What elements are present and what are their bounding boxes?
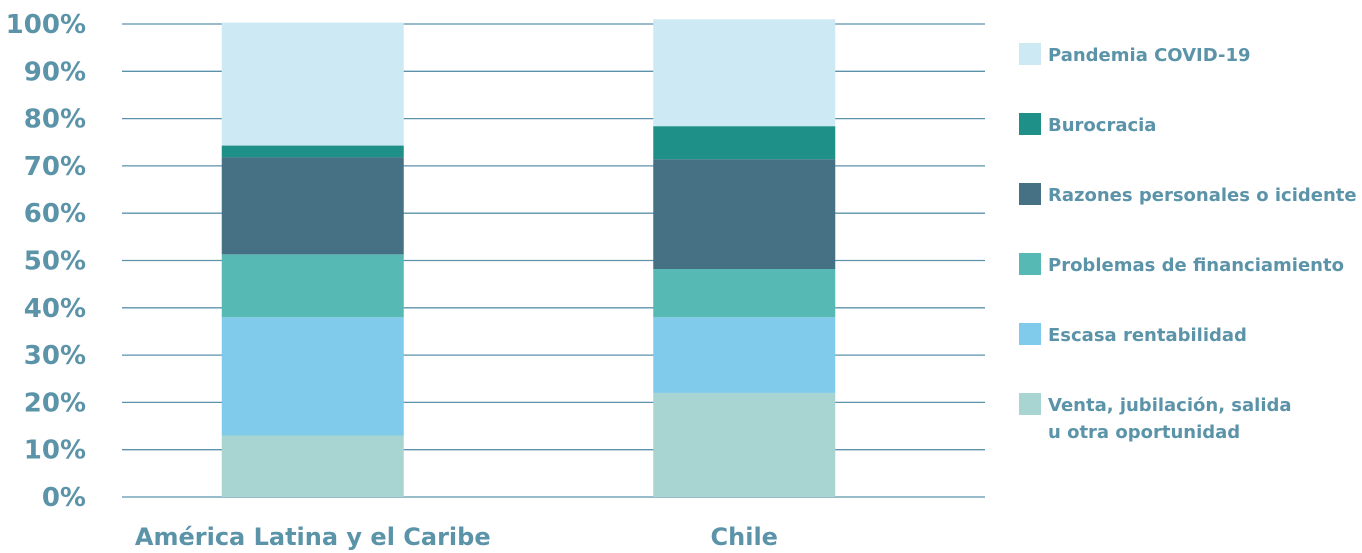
y-tick-label: 60% xyxy=(24,199,86,229)
y-tick-label: 0% xyxy=(42,483,86,513)
bar-segment xyxy=(221,254,404,318)
legend-swatch xyxy=(1019,183,1041,205)
bar-segment xyxy=(221,317,404,436)
legend-label: Razones personales o icidente xyxy=(1048,185,1357,206)
bar-segment xyxy=(653,159,836,270)
y-tick-label: 40% xyxy=(24,294,86,324)
bar-segment xyxy=(653,126,836,160)
bar-segment xyxy=(653,269,836,318)
y-tick-label: 80% xyxy=(24,105,86,135)
bar-segment xyxy=(221,145,404,158)
y-tick-label: 30% xyxy=(24,341,86,371)
y-tick-label: 90% xyxy=(24,57,86,87)
legend: Pandemia COVID-19 Burocracia Razones perso… xyxy=(1019,43,1357,443)
x-tick-label: Chile xyxy=(711,523,778,551)
legend-label: Venta, jubilación, salida xyxy=(1048,395,1292,416)
legend-label: u otra oportunidad xyxy=(1048,422,1240,443)
legend-label: Pandemia COVID-19 xyxy=(1048,45,1251,66)
legend-label: Problemas de financiamiento xyxy=(1048,255,1344,276)
legend-swatch xyxy=(1019,393,1041,415)
bar-segment xyxy=(653,392,836,497)
legend-swatch xyxy=(1019,43,1041,65)
legend-swatch xyxy=(1019,113,1041,135)
x-axis: América Latina y el Caribe Chile xyxy=(135,523,778,551)
bar-segment xyxy=(653,317,836,393)
y-tick-label: 70% xyxy=(24,152,86,182)
bar-segment xyxy=(221,157,404,255)
bars xyxy=(221,19,836,497)
y-axis: 0% 10% 20% 30% 40% 50% 60% 70% 80% 90% 100% xyxy=(6,10,86,513)
y-tick-label: 100% xyxy=(6,10,86,40)
legend-label: Burocracia xyxy=(1048,115,1156,136)
bar-segment xyxy=(221,22,404,146)
legend-swatch xyxy=(1019,323,1041,345)
y-tick-label: 10% xyxy=(24,436,86,466)
legend-swatch xyxy=(1019,253,1041,275)
y-tick-label: 20% xyxy=(24,388,86,418)
y-tick-label: 50% xyxy=(24,247,86,277)
bar-segment xyxy=(221,435,404,497)
legend-label: Escasa rentabilidad xyxy=(1048,325,1247,346)
bar-segment xyxy=(653,19,836,127)
x-tick-label: América Latina y el Caribe xyxy=(135,523,491,551)
